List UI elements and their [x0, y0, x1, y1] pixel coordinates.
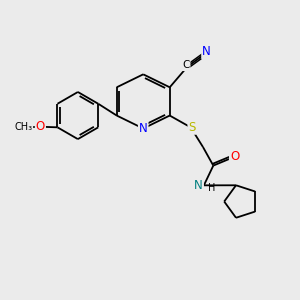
Text: N: N	[139, 122, 148, 135]
Text: H: H	[208, 183, 215, 193]
Text: CH₃: CH₃	[14, 122, 33, 132]
Text: N: N	[194, 179, 203, 192]
Text: O: O	[36, 120, 45, 133]
Text: S: S	[188, 121, 196, 134]
Text: O: O	[230, 150, 239, 163]
Text: C: C	[182, 60, 190, 70]
Text: N: N	[202, 45, 211, 58]
